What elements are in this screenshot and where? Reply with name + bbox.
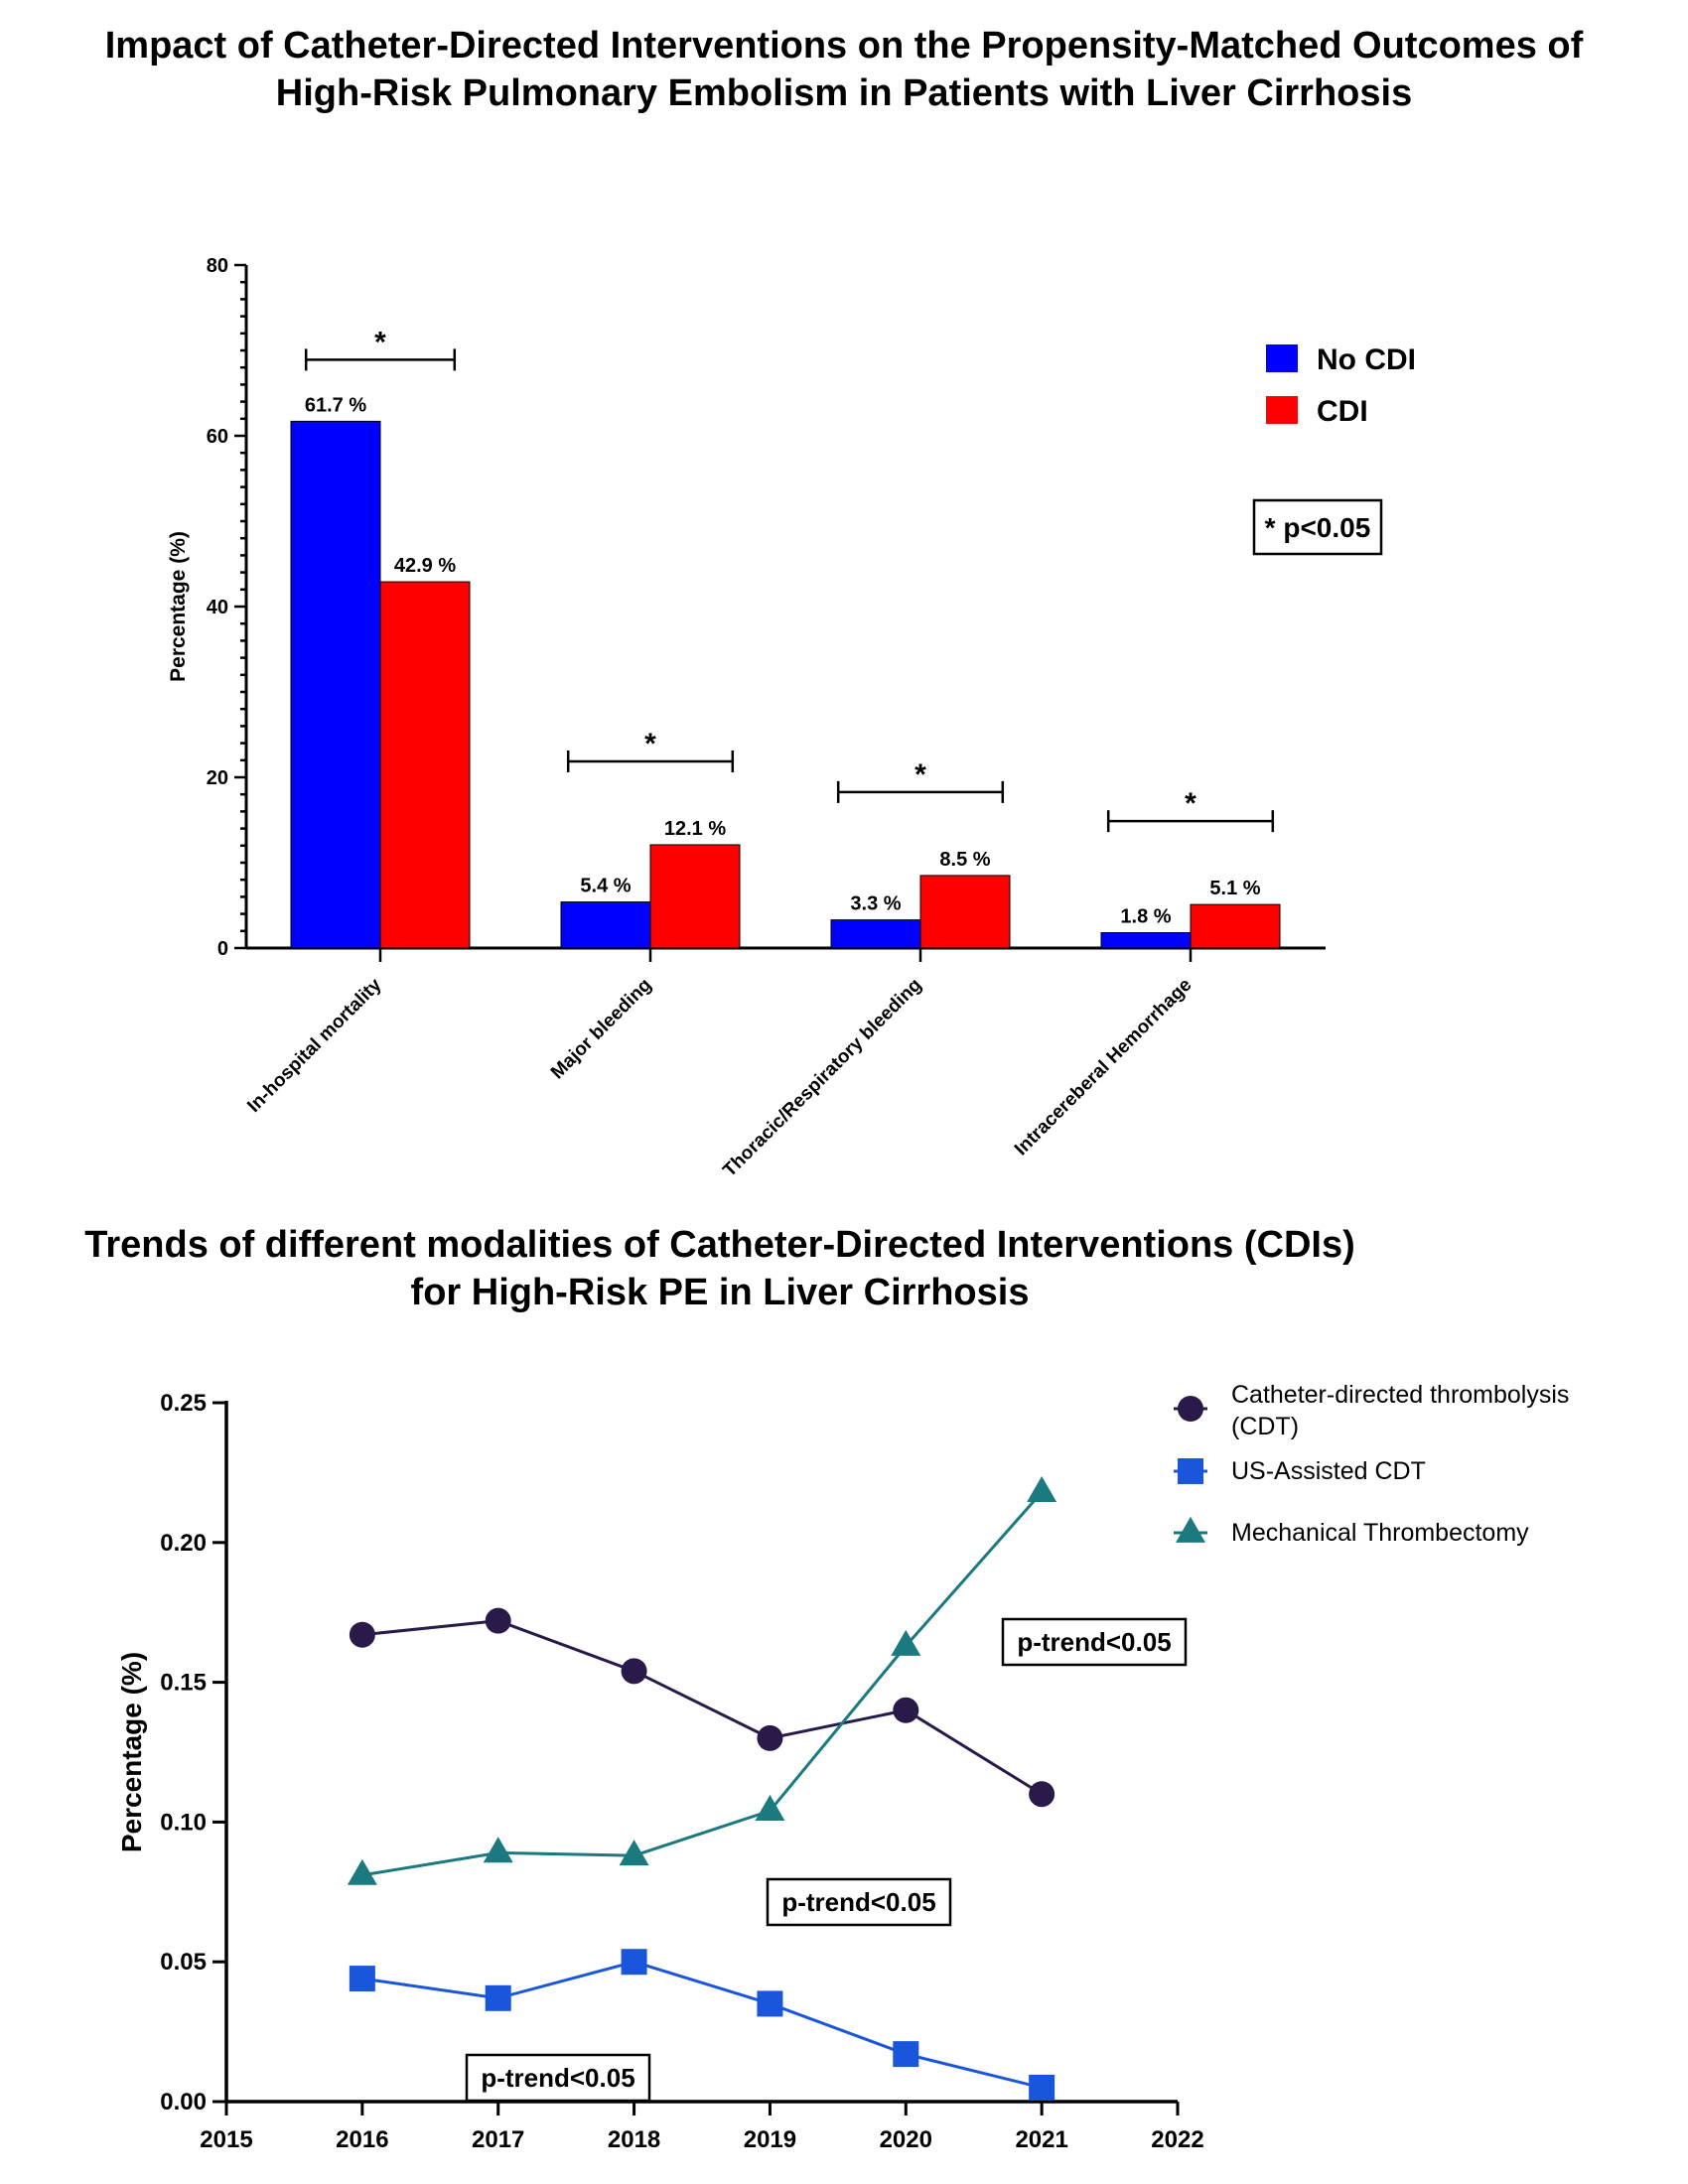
legend-marker-us-assisted-cdt: [1178, 1458, 1203, 1484]
significance-bracket: *: [566, 728, 735, 772]
data-point-mechanical-thrombectomy: [347, 1858, 377, 1885]
data-point-cdt: [893, 1697, 919, 1723]
p-trend-annotation: p-trend<0.05: [781, 1887, 935, 1917]
data-point-cdt: [485, 1607, 511, 1634]
bar-data-label: 5.1 %: [1209, 878, 1260, 899]
x-tick-label: Intracereberal Hemorrhage: [1011, 975, 1196, 1160]
y-tick-label: 20: [207, 767, 228, 789]
legend-label: CDI: [1317, 395, 1368, 428]
bar-data-label: 3.3 %: [850, 893, 901, 915]
x-tick-label: 2020: [880, 2126, 932, 2153]
line-chart-title: Trends of different modalities of Cathet…: [0, 1221, 1440, 1316]
y-tick-label: 0.00: [160, 2089, 207, 2116]
bar-chart-title: Impact of Catheter-Directed Intervention…: [0, 22, 1688, 117]
y-tick-label: 0.10: [160, 1809, 207, 1836]
legend-swatch-cdi: [1266, 396, 1298, 424]
y-tick-label: 0: [217, 938, 228, 960]
x-tick-label: 2019: [744, 2126, 796, 2153]
bar-data-label: 8.5 %: [939, 849, 990, 871]
data-point-us-assisted-cdt: [757, 1990, 783, 2017]
legend-label: No CDI: [1317, 343, 1416, 376]
bar-no-cdi: [560, 901, 651, 949]
x-tick-label: In-hospital mortality: [243, 974, 386, 1117]
p-trend-box: [766, 1877, 952, 1927]
data-point-cdt: [757, 1724, 783, 1751]
data-point-cdt: [349, 1621, 375, 1648]
significance-asterisk: *: [914, 758, 926, 791]
x-tick-label: Major bleeding: [547, 975, 656, 1084]
series-line-cdt: [361, 1619, 1043, 1796]
data-point-cdt: [621, 1658, 647, 1685]
x-tick-label: 2016: [336, 2126, 388, 2153]
bar-data-label: 5.4 %: [580, 876, 631, 897]
bar-data-label: 61.7 %: [305, 394, 366, 416]
p-trend-annotation: p-trend<0.05: [1017, 1627, 1171, 1657]
data-point-mechanical-thrombectomy: [891, 1629, 921, 1656]
bar-chart-title-line-2: High-Risk Pulmonary Embolism in Patients…: [275, 72, 1413, 114]
line-chart-title-line-2: for High-Risk PE in Liver Cirrhosis: [410, 1272, 1030, 1313]
p-trend-box: [1001, 1617, 1188, 1667]
legend-label: (CDT): [1231, 1413, 1299, 1440]
bar-cdi: [1190, 903, 1281, 949]
y-tick-label: 0.25: [160, 1390, 207, 1417]
x-tick-label: 2022: [1151, 2126, 1203, 2153]
bar-no-cdi: [1100, 932, 1192, 949]
bar-no-cdi: [290, 420, 381, 949]
p-trend-annotation: p-trend<0.05: [481, 2063, 634, 2093]
data-point-mechanical-thrombectomy: [1027, 1475, 1057, 1502]
data-point-mechanical-thrombectomy: [755, 1795, 785, 1822]
bar-chart: 0 20 40 60 80 Percentage (%) 61.7 % 42.9 % In-ho…: [167, 255, 1416, 1181]
legend-swatch-no-cdi: [1266, 344, 1298, 372]
bar-data-label: 42.9 %: [394, 555, 456, 577]
y-tick-label: 60: [207, 426, 228, 448]
y-tick-label: 40: [207, 597, 228, 618]
bar-cdi: [649, 844, 741, 949]
significance-bracket: *: [304, 326, 457, 371]
legend-marker-mechanical-thrombectomy: [1176, 1516, 1205, 1543]
data-point-us-assisted-cdt: [1029, 2074, 1055, 2101]
x-tick-label: 2018: [608, 2126, 660, 2153]
x-tick-label: Thoracic/Respiratory bleeding: [719, 975, 925, 1181]
legend-label: US-Assisted CDT: [1231, 1457, 1426, 1485]
x-tick-label: 2015: [200, 2126, 252, 2153]
y-tick-label: 0.05: [160, 1949, 207, 1976]
bar-cdi: [919, 875, 1011, 949]
x-tick-label: 2021: [1015, 2126, 1067, 2153]
y-tick-label: 0.20: [160, 1530, 207, 1557]
data-point-us-assisted-cdt: [621, 1949, 647, 1976]
significance-bracket: *: [1106, 787, 1275, 833]
significance-asterisk: *: [1185, 787, 1196, 820]
x-tick-label: 2017: [472, 2126, 524, 2153]
series-line-us-assisted-cdt: [361, 1960, 1043, 2090]
data-point-mechanical-thrombectomy: [483, 1837, 513, 1863]
legend-label: Mechanical Thrombectomy: [1231, 1519, 1529, 1547]
data-point-mechanical-thrombectomy: [619, 1840, 649, 1866]
legend-label: Catheter-directed thrombolysis: [1231, 1381, 1569, 1409]
bar-data-label: 12.1 %: [664, 818, 726, 840]
significance-bracket: *: [836, 758, 1005, 803]
data-point-us-assisted-cdt: [485, 1984, 511, 2011]
y-axis-label: Percentage (%): [167, 531, 190, 682]
series-line-mechanical-thrombectomy: [361, 1491, 1044, 1877]
significance-asterisk: *: [644, 728, 656, 760]
data-point-us-assisted-cdt: [893, 2041, 919, 2068]
y-axis-label: Percentage (%): [116, 1652, 147, 1852]
data-point-cdt: [1029, 1781, 1055, 1808]
p-trend-box: [465, 2053, 651, 2103]
legend-marker-cdt: [1178, 1396, 1203, 1422]
bar-no-cdi: [830, 919, 921, 949]
y-tick-label: 0.15: [160, 1670, 207, 1697]
p-value-annotation: * p<0.05: [1265, 512, 1371, 543]
line-chart-title-line-1: Trends of different modalities of Cathet…: [84, 1224, 1355, 1266]
bar-chart-title-line-1: Impact of Catheter-Directed Intervention…: [104, 25, 1584, 67]
p-value-box: [1252, 498, 1383, 556]
bar-cdi: [379, 581, 471, 949]
y-tick-label: 80: [207, 255, 228, 277]
bar-data-label: 1.8 %: [1120, 906, 1171, 928]
data-point-us-assisted-cdt: [349, 1966, 375, 1992]
significance-asterisk: *: [374, 326, 386, 358]
